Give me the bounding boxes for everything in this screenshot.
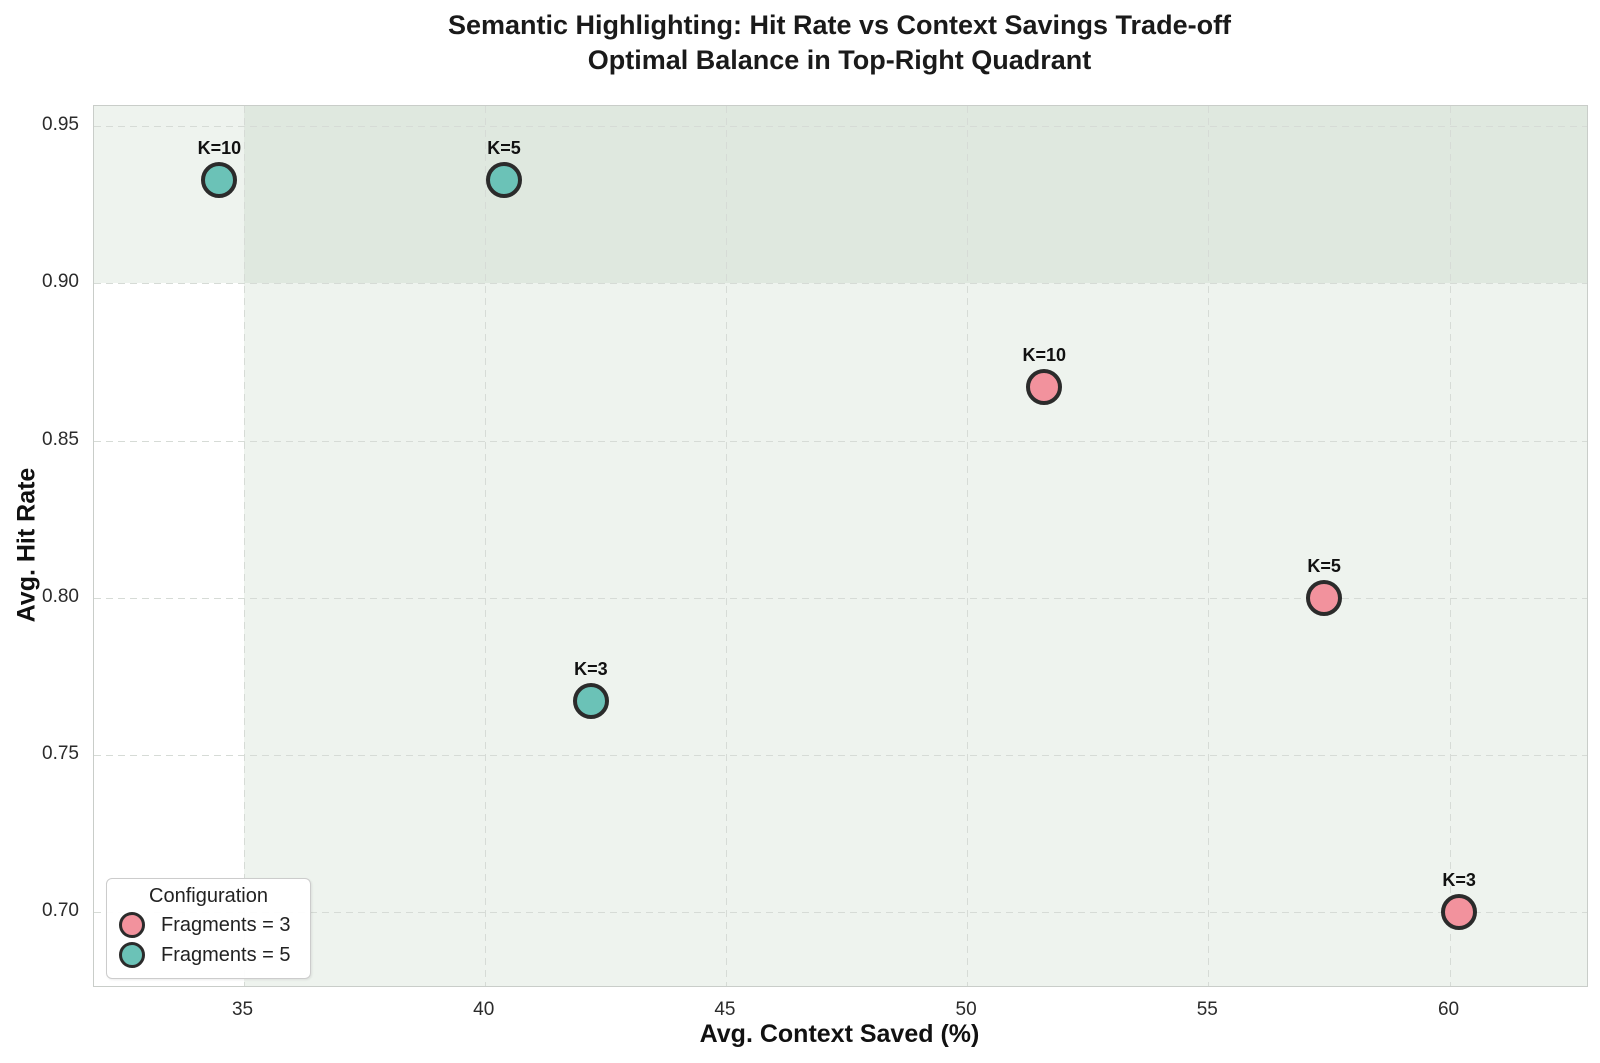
gridline-vertical xyxy=(243,106,245,986)
gridline-horizontal xyxy=(94,754,1587,756)
data-point xyxy=(201,161,238,198)
legend: Configuration Fragments = 3 Fragments = 5 xyxy=(106,878,311,979)
chart-subtitle: Optimal Balance in Top-Right Quadrant xyxy=(587,45,1092,75)
x-tick-label: 50 xyxy=(955,999,977,1020)
data-point-label: K=3 xyxy=(1442,870,1476,891)
data-point xyxy=(1441,894,1478,931)
legend-marker-icon xyxy=(119,942,145,968)
y-tick-label: 0.90 xyxy=(42,271,79,293)
legend-item-label: Fragments = 3 xyxy=(161,913,291,936)
y-tick-label: 0.75 xyxy=(42,742,79,764)
x-axis-label: Avg. Context Saved (%) xyxy=(699,1020,980,1048)
highlight-region-right-band xyxy=(243,106,1587,986)
x-tick-label: 35 xyxy=(231,999,254,1020)
highlight-region-top-band xyxy=(94,106,1587,284)
legend-item: Fragments = 3 xyxy=(117,910,300,940)
chart-title: Semantic Highlighting: Hit Rate vs Conte… xyxy=(447,10,1232,40)
x-tick-label: 45 xyxy=(714,999,736,1020)
data-point xyxy=(1306,579,1343,616)
y-tick-label: 0.95 xyxy=(42,114,79,136)
gridline-horizontal xyxy=(94,126,1587,128)
gridline-horizontal xyxy=(94,912,1587,914)
data-point-label: K=5 xyxy=(1307,555,1341,576)
gridline-vertical xyxy=(1208,106,1210,986)
data-point xyxy=(1026,369,1063,406)
data-point-label: K=5 xyxy=(487,137,521,158)
y-tick-label: 0.80 xyxy=(42,585,79,607)
x-tick-label: 55 xyxy=(1196,999,1218,1020)
gridline-horizontal xyxy=(94,440,1587,442)
data-point-label: K=10 xyxy=(197,137,242,158)
data-point-label: K=10 xyxy=(1022,345,1067,366)
x-tick-label: 60 xyxy=(1437,999,1460,1020)
y-tick-label: 0.85 xyxy=(42,428,79,450)
gridline-vertical xyxy=(1449,106,1451,986)
gridline-vertical xyxy=(725,106,727,986)
legend-title: Configuration xyxy=(149,885,268,907)
gridline-horizontal xyxy=(94,597,1587,599)
data-point xyxy=(572,683,609,720)
y-tick-label: 0.70 xyxy=(42,900,79,922)
data-point-label: K=3 xyxy=(574,659,608,680)
plot-area: K=10 K=5 K=3 K=10 K=5 K=3 xyxy=(93,105,1588,987)
x-tick-label: 40 xyxy=(473,999,495,1020)
gridline-horizontal xyxy=(94,283,1587,285)
legend-item: Fragments = 5 xyxy=(117,940,300,970)
gridline-vertical xyxy=(484,106,486,986)
legend-item-label: Fragments = 5 xyxy=(161,943,291,966)
data-point xyxy=(486,161,523,198)
legend-marker-icon xyxy=(119,912,145,938)
chart-title-block: Semantic Highlighting: Hit Rate vs Conte… xyxy=(93,8,1586,78)
gridline-vertical xyxy=(967,106,969,986)
